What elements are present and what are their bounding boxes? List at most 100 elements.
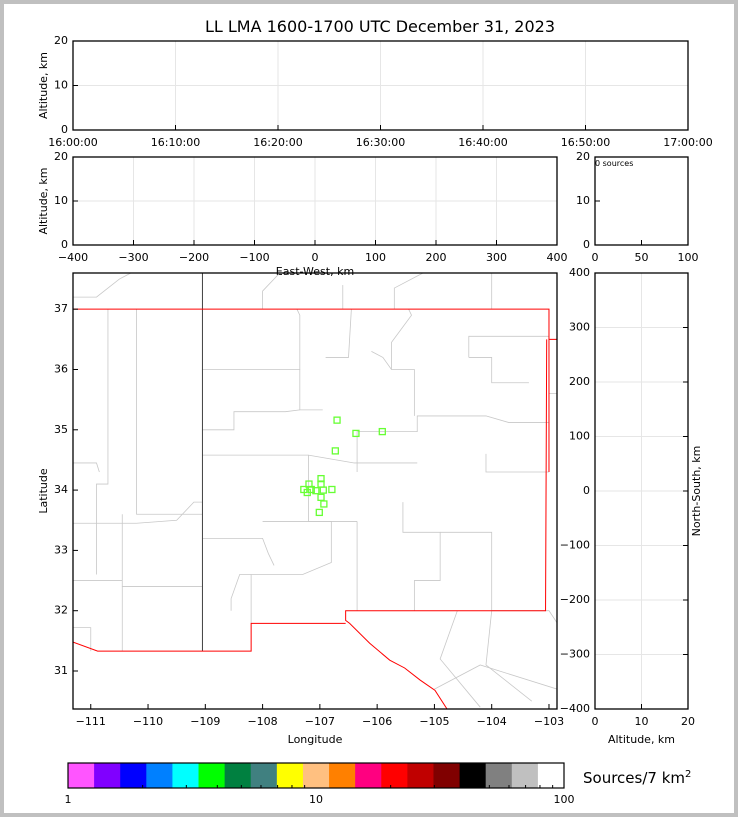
y-tick-label: 31 xyxy=(54,664,68,677)
x-tick-label: 50 xyxy=(635,251,649,264)
county-boundary xyxy=(96,309,109,575)
colorbar-segment xyxy=(381,763,408,788)
county-boundary xyxy=(485,453,549,473)
colorbar-segment xyxy=(198,763,226,788)
county-boundary xyxy=(136,309,203,515)
x-tick-label: 16:20:00 xyxy=(253,136,302,149)
county-boundary xyxy=(485,415,549,423)
county-boundary xyxy=(393,273,424,310)
y-tick-label: −300 xyxy=(560,648,590,661)
y-tick-label: 33 xyxy=(54,543,68,556)
ew_altitude-axes: −400 −300 −200 −100 0 100 200 300 400 0 10 20 East-W… xyxy=(37,150,568,278)
county-boundary xyxy=(121,514,203,587)
map-boundaries xyxy=(73,273,557,709)
lightning-source-point xyxy=(328,485,336,494)
colorbar-segment xyxy=(329,763,356,788)
x-tick-label: 16:50:00 xyxy=(561,136,610,149)
x-tick-label: 16:40:00 xyxy=(458,136,507,149)
y-tick-label: 400 xyxy=(569,266,590,279)
x-tick-label: −104 xyxy=(477,715,507,728)
x-axis-label: East-West, km xyxy=(276,265,354,278)
y-tick-label: 36 xyxy=(54,362,68,375)
x-tick-label: −103 xyxy=(534,715,564,728)
lightning-source-point xyxy=(317,493,325,501)
y-axis-label: Latitude xyxy=(37,468,50,514)
county-boundary xyxy=(325,309,352,358)
y-tick-label: 300 xyxy=(569,321,590,334)
colorbar-segment xyxy=(224,763,252,788)
x-tick-label: −106 xyxy=(362,715,392,728)
colorbar-segment xyxy=(537,763,565,788)
lightning-source-point xyxy=(303,488,311,497)
county-boundary xyxy=(202,369,323,411)
altitude_ns-axes: 0 10 20 −400 −300 −200 −100 0 100 200 300 400 Altitu… xyxy=(560,266,703,746)
county-boundary xyxy=(485,610,533,702)
county-boundary xyxy=(468,335,549,358)
x-tick-label: 20 xyxy=(681,715,695,728)
colorbar-segment xyxy=(172,763,200,788)
lightning-source-point xyxy=(331,447,339,455)
y-tick-label: 20 xyxy=(54,34,68,47)
y-tick-label: 35 xyxy=(54,423,68,436)
county-boundary xyxy=(356,415,486,473)
x-tick-label: 100 xyxy=(678,251,699,264)
y-axis-label: Altitude, km xyxy=(37,167,50,234)
y-tick-label: −200 xyxy=(560,593,590,606)
colorbar-segment xyxy=(485,763,513,788)
county-boundary xyxy=(296,309,301,370)
x-tick-label: 0 xyxy=(592,251,599,264)
colorbar-segment xyxy=(511,763,539,788)
x-tick-label: 16:00:00 xyxy=(48,136,97,149)
source-count-annotation: 0 sources xyxy=(595,159,633,168)
county-boundary xyxy=(262,273,281,310)
x-tick-label: −100 xyxy=(239,251,269,264)
y-tick-label: 10 xyxy=(54,194,68,207)
y-tick-label: 0 xyxy=(61,238,68,251)
x-tick-label: −200 xyxy=(179,251,209,264)
colorbar-tick-label: 1 xyxy=(65,793,72,806)
county-boundary xyxy=(73,627,92,652)
colorbar-frame xyxy=(67,762,565,789)
county-boundary xyxy=(202,537,275,566)
colorbar-segment xyxy=(146,763,173,788)
plan_view-axes: −111 −110 −109 −108 −107 −106 −105 −104 −103 31 32… xyxy=(37,272,564,746)
x-tick-label: 17:00:00 xyxy=(663,136,712,149)
county-boundary xyxy=(391,309,412,370)
county-boundary xyxy=(230,574,252,611)
colorbar-segment xyxy=(459,763,487,788)
border-north xyxy=(73,308,557,340)
county-boundary xyxy=(491,610,557,623)
lightning-source-point xyxy=(378,427,386,436)
y-tick-label: 10 xyxy=(54,79,68,92)
plan_view-frame xyxy=(72,272,558,710)
county-boundary xyxy=(434,664,557,690)
lightning-source-point xyxy=(315,508,323,517)
county-boundary xyxy=(202,409,300,431)
lightning-source-point xyxy=(352,429,360,438)
y-tick-label: 0 xyxy=(61,123,68,136)
y-tick-label: 32 xyxy=(54,604,68,617)
colorbar-label-sup: 2 xyxy=(685,769,692,780)
x-axis-label: Altitude, km xyxy=(608,733,675,746)
border-mexico xyxy=(73,622,346,652)
colorbar-segment xyxy=(120,763,147,788)
y-axis-label: North-South, km xyxy=(690,446,703,537)
colorbar: 1 10 100 xyxy=(65,762,575,806)
y-tick-label: 0 xyxy=(583,238,590,251)
x-tick-label: −107 xyxy=(305,715,335,728)
y-axis-label: Altitude, km xyxy=(37,52,50,119)
colorbar-segment xyxy=(355,763,382,788)
time_altitude-axes: 16:00:00 16:10:00 16:20:00 16:30:00 16:40:00… xyxy=(37,34,713,149)
x-tick-label: −105 xyxy=(419,715,449,728)
x-tick-label: −400 xyxy=(58,251,88,264)
x-tick-label: −111 xyxy=(76,715,106,728)
y-tick-label: 100 xyxy=(569,430,590,443)
border-south-east xyxy=(345,339,548,709)
lightning-source-point xyxy=(333,416,341,424)
colorbar-segment xyxy=(302,763,330,788)
x-tick-label: 16:10:00 xyxy=(151,136,200,149)
colorbar-label: Sources/7 km2 xyxy=(583,769,691,787)
colorbar-segment xyxy=(68,763,95,788)
x-tick-label: 200 xyxy=(426,251,447,264)
